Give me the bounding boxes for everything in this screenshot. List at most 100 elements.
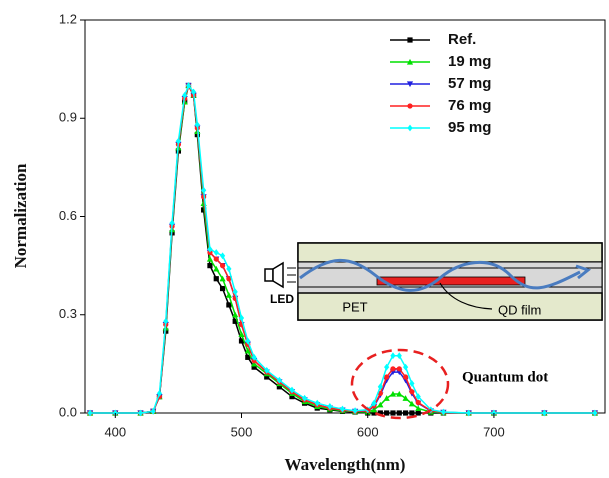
marker (264, 367, 270, 374)
wave-arrow (575, 264, 592, 280)
marker (466, 409, 472, 417)
marker (219, 285, 226, 292)
led-icon (264, 268, 274, 282)
marker (384, 363, 390, 371)
marker (219, 252, 226, 260)
marker (352, 407, 358, 415)
marker (402, 395, 409, 401)
marker (175, 137, 181, 145)
x-axis-label: Wavelength(nm) (285, 455, 406, 474)
marker (213, 276, 219, 282)
marker (396, 352, 402, 360)
marker (213, 249, 219, 256)
marker (592, 409, 598, 417)
marker (389, 390, 397, 397)
marker (415, 399, 421, 406)
marker (396, 410, 402, 416)
marker (169, 219, 175, 227)
inset-label: LED (270, 292, 294, 306)
y-tick-label: 0.6 (59, 208, 77, 223)
marker (390, 366, 396, 372)
marker (264, 374, 270, 380)
marker (232, 318, 238, 324)
marker (245, 354, 251, 360)
inset-label: QD film (498, 302, 541, 317)
marker (440, 408, 447, 416)
series-group (86, 37, 599, 417)
highlight-ellipse (350, 348, 450, 420)
marker (226, 276, 232, 282)
led-icon (272, 261, 284, 289)
marker (541, 409, 548, 417)
marker (190, 88, 197, 96)
marker (219, 263, 226, 269)
x-tick-label: 500 (231, 424, 253, 439)
marker (384, 410, 390, 416)
marker (251, 353, 257, 361)
bottom-layer (297, 292, 603, 321)
x-tick-label: 700 (483, 424, 505, 439)
marker (232, 288, 238, 296)
series-line (90, 83, 595, 414)
marker (371, 399, 377, 407)
marker (185, 82, 192, 89)
qd-layer (376, 276, 526, 286)
marker (384, 374, 390, 380)
marker (409, 389, 415, 395)
legend-label: 95 mg (448, 119, 491, 136)
marker (302, 394, 308, 402)
marker (207, 245, 213, 253)
marker (163, 317, 169, 325)
marker (232, 311, 239, 318)
marker (289, 394, 295, 400)
marker (226, 302, 232, 308)
x-tick-label: 600 (357, 424, 379, 439)
y-tick-label: 0.3 (59, 306, 77, 321)
marker (402, 410, 409, 416)
legend-label: Ref. (448, 31, 476, 48)
marker (276, 376, 282, 384)
light-wave (299, 258, 581, 292)
marker (408, 400, 415, 407)
legend-label: 57 mg (448, 75, 491, 92)
marker (87, 409, 93, 417)
marker (409, 380, 415, 387)
marker (213, 265, 220, 272)
legend-label: 76 mg (448, 97, 491, 114)
marker (415, 405, 422, 412)
marker (409, 410, 415, 416)
marker (251, 364, 257, 370)
marker (314, 399, 320, 407)
legend-label: 19 mg (448, 53, 491, 70)
marker (402, 374, 409, 380)
marker (225, 292, 232, 298)
marker (213, 256, 219, 262)
marker (402, 363, 409, 371)
marker (206, 255, 214, 262)
annotation: Quantum dot (462, 369, 548, 385)
marker (238, 331, 245, 337)
y-tick-label: 0.9 (59, 110, 77, 125)
marker (289, 386, 295, 394)
marker (238, 314, 245, 322)
marker (396, 366, 402, 372)
pointer-line (439, 282, 493, 310)
marker (238, 338, 245, 344)
marker (244, 347, 251, 354)
marker (137, 409, 144, 417)
marker (207, 263, 213, 269)
marker (156, 389, 163, 397)
marker (377, 383, 383, 391)
marker (245, 337, 251, 345)
y-axis-label: Normalization (11, 163, 30, 268)
marker (182, 91, 188, 99)
y-tick-label: 0.0 (59, 404, 77, 419)
inset-diagram: LED PET QD film (264, 242, 603, 321)
led-rays (287, 267, 296, 283)
marker (415, 393, 421, 401)
marker (339, 405, 346, 413)
marker (415, 410, 421, 416)
marker (377, 410, 383, 416)
marker (219, 275, 226, 282)
